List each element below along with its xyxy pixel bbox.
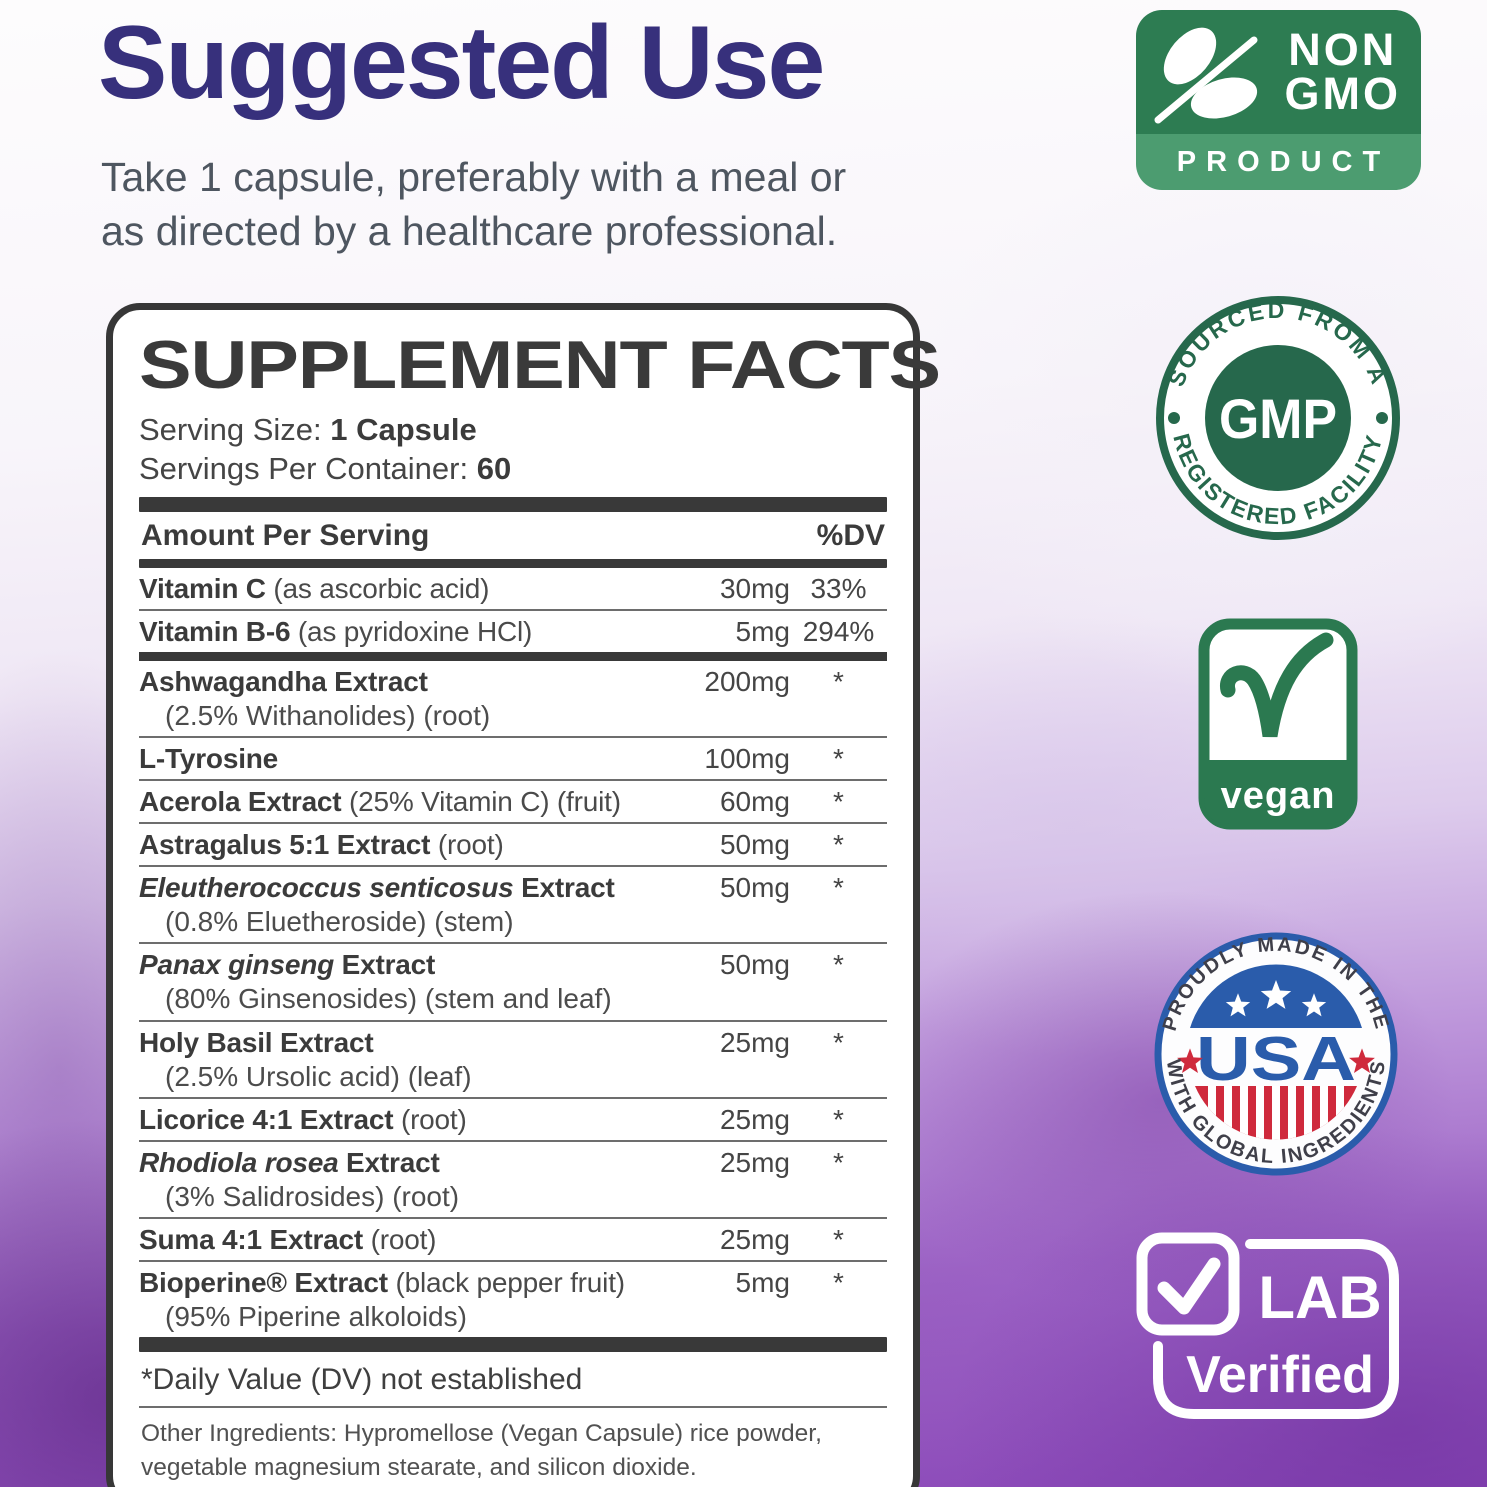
supplement-facts-title: SUPPLEMENT FACTS: [139, 327, 941, 403]
ingredient-row: Suma 4:1 Extract (root) 25mg *: [139, 1219, 887, 1263]
gmp-badge: GMP SOURCED FROM A REGISTERED FACILITY: [1152, 292, 1404, 544]
ingredient-name: L-Tyrosine: [139, 743, 279, 775]
ingredient-subline: (2.5% Withanolides) (root): [165, 700, 491, 732]
ingredient-dv: *: [833, 666, 844, 698]
ingredient-amount: 200mg: [704, 666, 790, 698]
non-gmo-text: NON GMO: [1284, 23, 1401, 119]
amount-per-serving-header: Amount Per Serving: [141, 519, 430, 553]
ingredient-amount: 25mg: [719, 1146, 790, 1178]
vegan-check-icon: vegan: [1198, 618, 1358, 830]
ingredient-row: Bioperine® Extract (black pepper fruit) …: [139, 1262, 887, 1337]
ingredient-name: Panax ginseng Extract: [139, 949, 436, 981]
divider-thin: [139, 1406, 887, 1409]
serving-size-line: Serving Size: 1 Capsule: [139, 412, 477, 447]
ingredient-amount: 30mg: [719, 573, 790, 605]
page-title: Suggested Use: [98, 5, 825, 121]
ingredient-subline: (0.8% Eluetheroside) (stem): [165, 906, 514, 938]
ingredient-row: Rhodiola rosea Extract 25mg * (3% Salidr…: [139, 1142, 887, 1220]
ingredient-dv: 294%: [802, 616, 875, 648]
ingredient-name: Ashwagandha Extract: [139, 666, 428, 698]
ingredient-dv: *: [833, 786, 844, 818]
ingredient-dv: *: [833, 949, 844, 981]
ingredient-row: Acerola Extract (25% Vitamin C) (fruit) …: [139, 781, 887, 825]
usa-seal-icon: USA PROUDLY MADE IN THE WITH GLOBAL INGR…: [1154, 932, 1398, 1176]
ingredient-amount: 5mg: [735, 616, 790, 648]
ingredient-amount: 60mg: [719, 786, 790, 818]
ingredient-subline: (80% Ginsenosides) (stem and leaf): [165, 983, 612, 1015]
ingredient-dv: *: [833, 1146, 844, 1178]
ingredient-name: Vitamin C (as ascorbic acid): [139, 573, 490, 605]
ingredient-dv: *: [833, 872, 844, 904]
usa-center-text: USA: [1196, 1025, 1356, 1094]
ingredient-row: Astragalus 5:1 Extract (root) 50mg *: [139, 824, 887, 868]
vegan-label: vegan: [1221, 775, 1336, 817]
ingredient-amount: 50mg: [719, 872, 790, 904]
divider-thick: [139, 497, 887, 513]
table-header-row: Amount Per Serving %DV: [139, 512, 887, 559]
ingredient-name: Astragalus 5:1 Extract (root): [139, 829, 504, 861]
usa-badge: USA PROUDLY MADE IN THE WITH GLOBAL INGR…: [1150, 928, 1402, 1180]
ingredient-subline: (95% Piperine alkoloids): [165, 1301, 467, 1333]
ingredient-row: Licorice 4:1 Extract (root) 25mg *: [139, 1099, 887, 1142]
ingredient-subline: (2.5% Ursolic acid) (leaf): [165, 1060, 472, 1092]
ingredient-rows: Vitamin C (as ascorbic acid) 30mg 33% Vi…: [139, 568, 887, 1337]
ingredient-dv: *: [833, 1267, 844, 1299]
lab-verified-icon: LAB Verified: [1136, 1232, 1399, 1419]
ingredient-name: Rhodiola rosea Extract: [139, 1146, 440, 1178]
suggested-use-line1: Take 1 capsule, preferably with a meal o…: [101, 154, 847, 200]
ingredient-row: L-Tyrosine 100mg *: [139, 738, 887, 782]
ingredient-name: Holy Basil Extract: [139, 1026, 374, 1058]
ingredient-amount: 5mg: [735, 1267, 790, 1299]
supplement-facts-panel: SUPPLEMENT FACTS Serving Size: 1 Capsule…: [106, 303, 941, 1487]
ingredient-name: Suma 4:1 Extract (root): [139, 1224, 437, 1256]
ingredient-row: Panax ginseng Extract 50mg * (80% Ginsen…: [139, 944, 887, 1022]
ingredient-dv: *: [833, 743, 844, 775]
ingredient-name: Vitamin B-6 (as pyridoxine HCl): [139, 616, 533, 648]
checkbox-icon: [1136, 1232, 1240, 1336]
gmp-seal-icon: GMP SOURCED FROM A REGISTERED FACILITY: [1156, 296, 1400, 540]
ingredient-row: Holy Basil Extract 25mg * (2.5% Ursolic …: [139, 1022, 887, 1099]
ingredient-amount: 25mg: [719, 1103, 790, 1135]
verified-text: Verified: [1186, 1346, 1374, 1404]
non-gmo-product-strip: PRODUCT: [1136, 134, 1421, 190]
ingredient-row: Ashwagandha Extract 200mg * (2.5% Withan…: [139, 661, 887, 739]
ingredient-name: Eleutherococcus senticosus Extract: [139, 872, 615, 904]
ingredient-name: Acerola Extract (25% Vitamin C) (fruit): [139, 786, 621, 818]
ingredient-dv: *: [833, 829, 844, 861]
suggested-use-text: Take 1 capsule, preferably with a meal o…: [101, 150, 846, 258]
ingredient-row: Vitamin C (as ascorbic acid) 30mg 33%: [139, 568, 887, 612]
ingredient-dv: 33%: [810, 573, 867, 605]
divider-mid: [139, 559, 887, 569]
lab-verified-badge: LAB Verified: [1132, 1228, 1422, 1433]
ingredient-amount: 25mg: [719, 1026, 790, 1058]
other-ingredients: Other Ingredients: Hypromellose (Vegan C…: [141, 1420, 822, 1482]
ingredient-row: Eleutherococcus senticosus Extract 50mg …: [139, 867, 887, 945]
servings-per-container-line: Servings Per Container: 60: [139, 451, 512, 487]
dv-header: %DV: [816, 519, 885, 553]
non-gmo-badge: NON GMO PRODUCT: [1136, 10, 1421, 190]
ingredient-dv: *: [833, 1026, 844, 1058]
divider-end: [139, 1337, 887, 1353]
gmp-center-text: GMP: [1219, 387, 1337, 450]
ingredient-dv: *: [833, 1224, 844, 1256]
checkmark-icon: [1157, 1257, 1221, 1315]
ingredient-amount: 25mg: [719, 1224, 790, 1256]
dv-footnote: *Daily Value (DV) not established: [141, 1363, 583, 1397]
ingredient-name: Bioperine® Extract (black pepper fruit): [139, 1267, 625, 1299]
ingredient-name: Licorice 4:1 Extract (root): [139, 1103, 467, 1135]
ingredient-subline: (3% Salidrosides) (root): [165, 1180, 460, 1212]
ingredient-amount: 50mg: [719, 829, 790, 861]
ingredient-amount: 50mg: [719, 949, 790, 981]
ingredient-dv: *: [833, 1103, 844, 1135]
suggested-use-line2: as directed by a healthcare professional…: [101, 208, 838, 255]
leaves-icon: [1154, 27, 1258, 124]
vegan-badge: vegan: [1198, 618, 1358, 830]
ingredient-amount: 100mg: [704, 743, 790, 775]
ingredient-row: Vitamin B-6 (as pyridoxine HCl) 5mg 294%: [139, 611, 887, 662]
lab-text: LAB: [1258, 1264, 1381, 1331]
